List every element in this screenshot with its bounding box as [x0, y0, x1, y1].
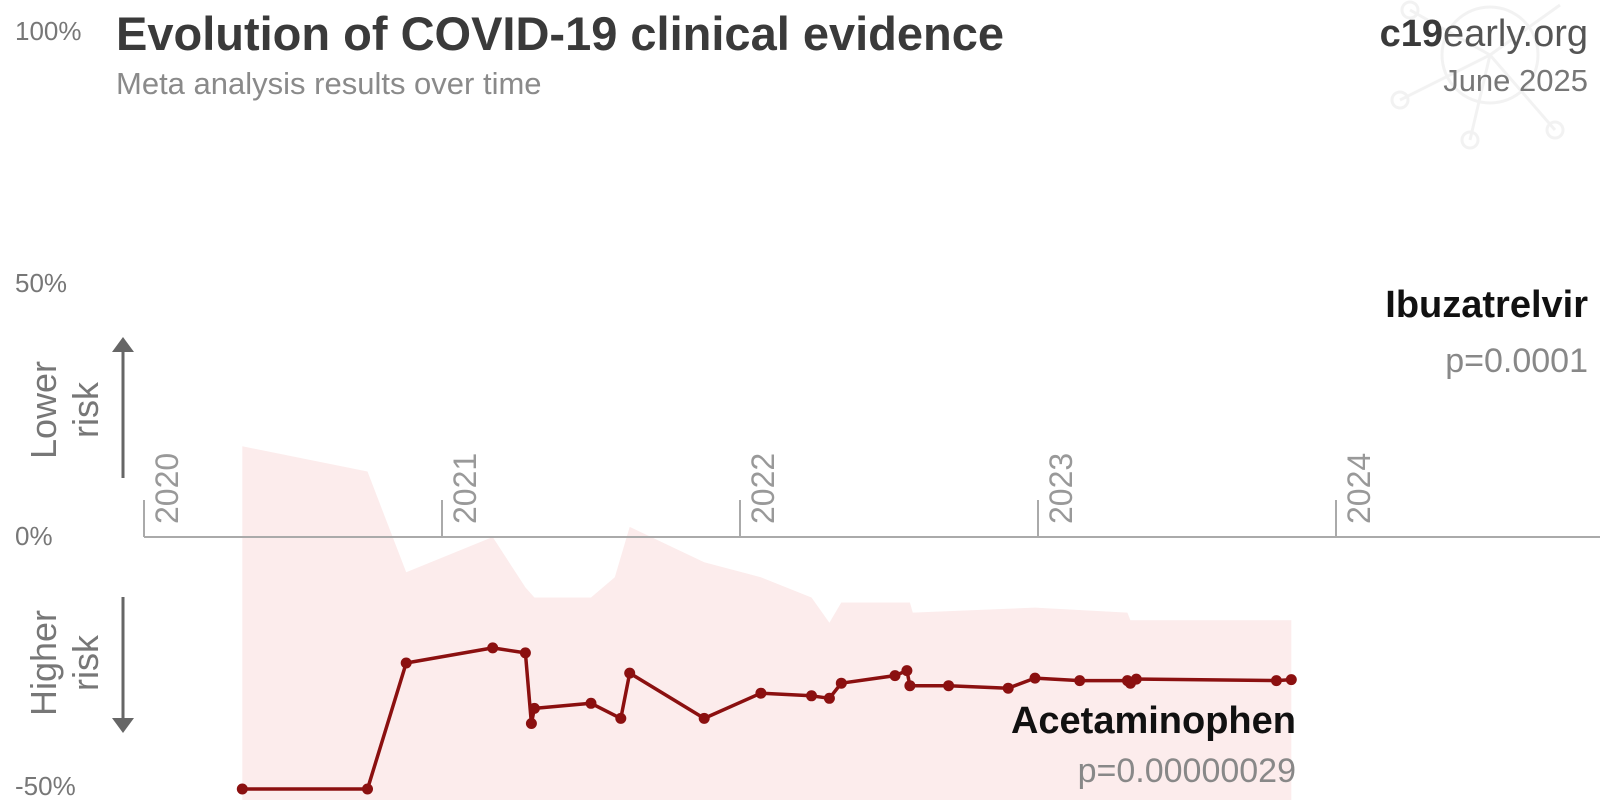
data-point-acetaminophen-10 [698, 712, 710, 724]
data-point-acetaminophen-8 [615, 712, 627, 724]
data-point-acetaminophen-18 [943, 680, 955, 692]
x-tick-label-2023: 2023 [1043, 453, 1079, 524]
data-point-acetaminophen-19 [1002, 682, 1014, 694]
data-point-acetaminophen-25 [1270, 675, 1282, 687]
brand-light: early.org [1443, 13, 1588, 55]
data-point-acetaminophen-6 [528, 702, 540, 714]
data-point-acetaminophen-20 [1029, 672, 1041, 684]
brand-logo: c19early.org [1380, 13, 1588, 55]
data-point-acetaminophen-7 [585, 697, 597, 709]
y-tick-minus50: -50% [15, 771, 76, 800]
series-label-acetaminophen: Acetaminophen [1011, 700, 1296, 742]
pvalue-acetaminophen: p=0.00000029 [1078, 752, 1296, 790]
data-point-acetaminophen-26 [1285, 674, 1297, 686]
data-point-acetaminophen-17 [904, 680, 916, 692]
data-point-acetaminophen-13 [823, 692, 835, 704]
x-tick-label-2021: 2021 [447, 453, 483, 524]
data-point-acetaminophen-24 [1130, 673, 1142, 685]
data-point-acetaminophen-11 [755, 687, 767, 699]
x-tick-label-2022: 2022 [745, 453, 781, 524]
lower-risk-arrow [112, 337, 134, 478]
data-point-acetaminophen-2 [400, 657, 412, 669]
data-point-acetaminophen-3 [487, 642, 499, 654]
data-point-acetaminophen-21 [1074, 675, 1086, 687]
lower-risk-label-line1: Lower [23, 361, 64, 459]
chart-title: Evolution of COVID-19 clinical evidence [116, 7, 1004, 60]
higher-risk-arrow [112, 597, 134, 733]
x-tick-label-2020: 2020 [149, 453, 185, 524]
data-point-acetaminophen-0 [236, 783, 248, 795]
data-point-acetaminophen-12 [806, 690, 817, 702]
virus-watermark [1390, 0, 1565, 150]
series-label-ibuzatrelvir: Ibuzatrelvir [1385, 284, 1588, 326]
y-tick-100: 100% [15, 16, 82, 46]
series-layer [236, 642, 1297, 795]
ci-band-acetaminophen [242, 446, 1292, 800]
y-tick-0: 0% [15, 521, 53, 551]
chart-date: June 2025 [1443, 63, 1588, 98]
data-point-acetaminophen-4 [519, 647, 531, 659]
x-tick-label-2024: 2024 [1341, 453, 1377, 524]
lower-risk-label-line2: risk [65, 381, 106, 438]
chart-subtitle: Meta analysis results over time [116, 66, 542, 101]
higher-risk-label-line1: Higher [23, 610, 64, 716]
data-point-acetaminophen-16 [901, 665, 913, 677]
higher-risk-label-line2: risk [65, 634, 106, 691]
x-axis-ticks: 2020 2021 2022 2023 2024 [143, 453, 1377, 537]
data-point-acetaminophen-9 [624, 667, 636, 679]
data-point-acetaminophen-14 [835, 677, 847, 689]
data-point-acetaminophen-1 [362, 783, 373, 795]
data-point-acetaminophen-15 [889, 670, 901, 682]
y-tick-50: 50% [15, 268, 67, 298]
data-point-acetaminophen-5 [525, 718, 537, 729]
brand-bold: c19 [1380, 13, 1443, 55]
pvalue-ibuzatrelvir: p=0.0001 [1445, 342, 1588, 380]
